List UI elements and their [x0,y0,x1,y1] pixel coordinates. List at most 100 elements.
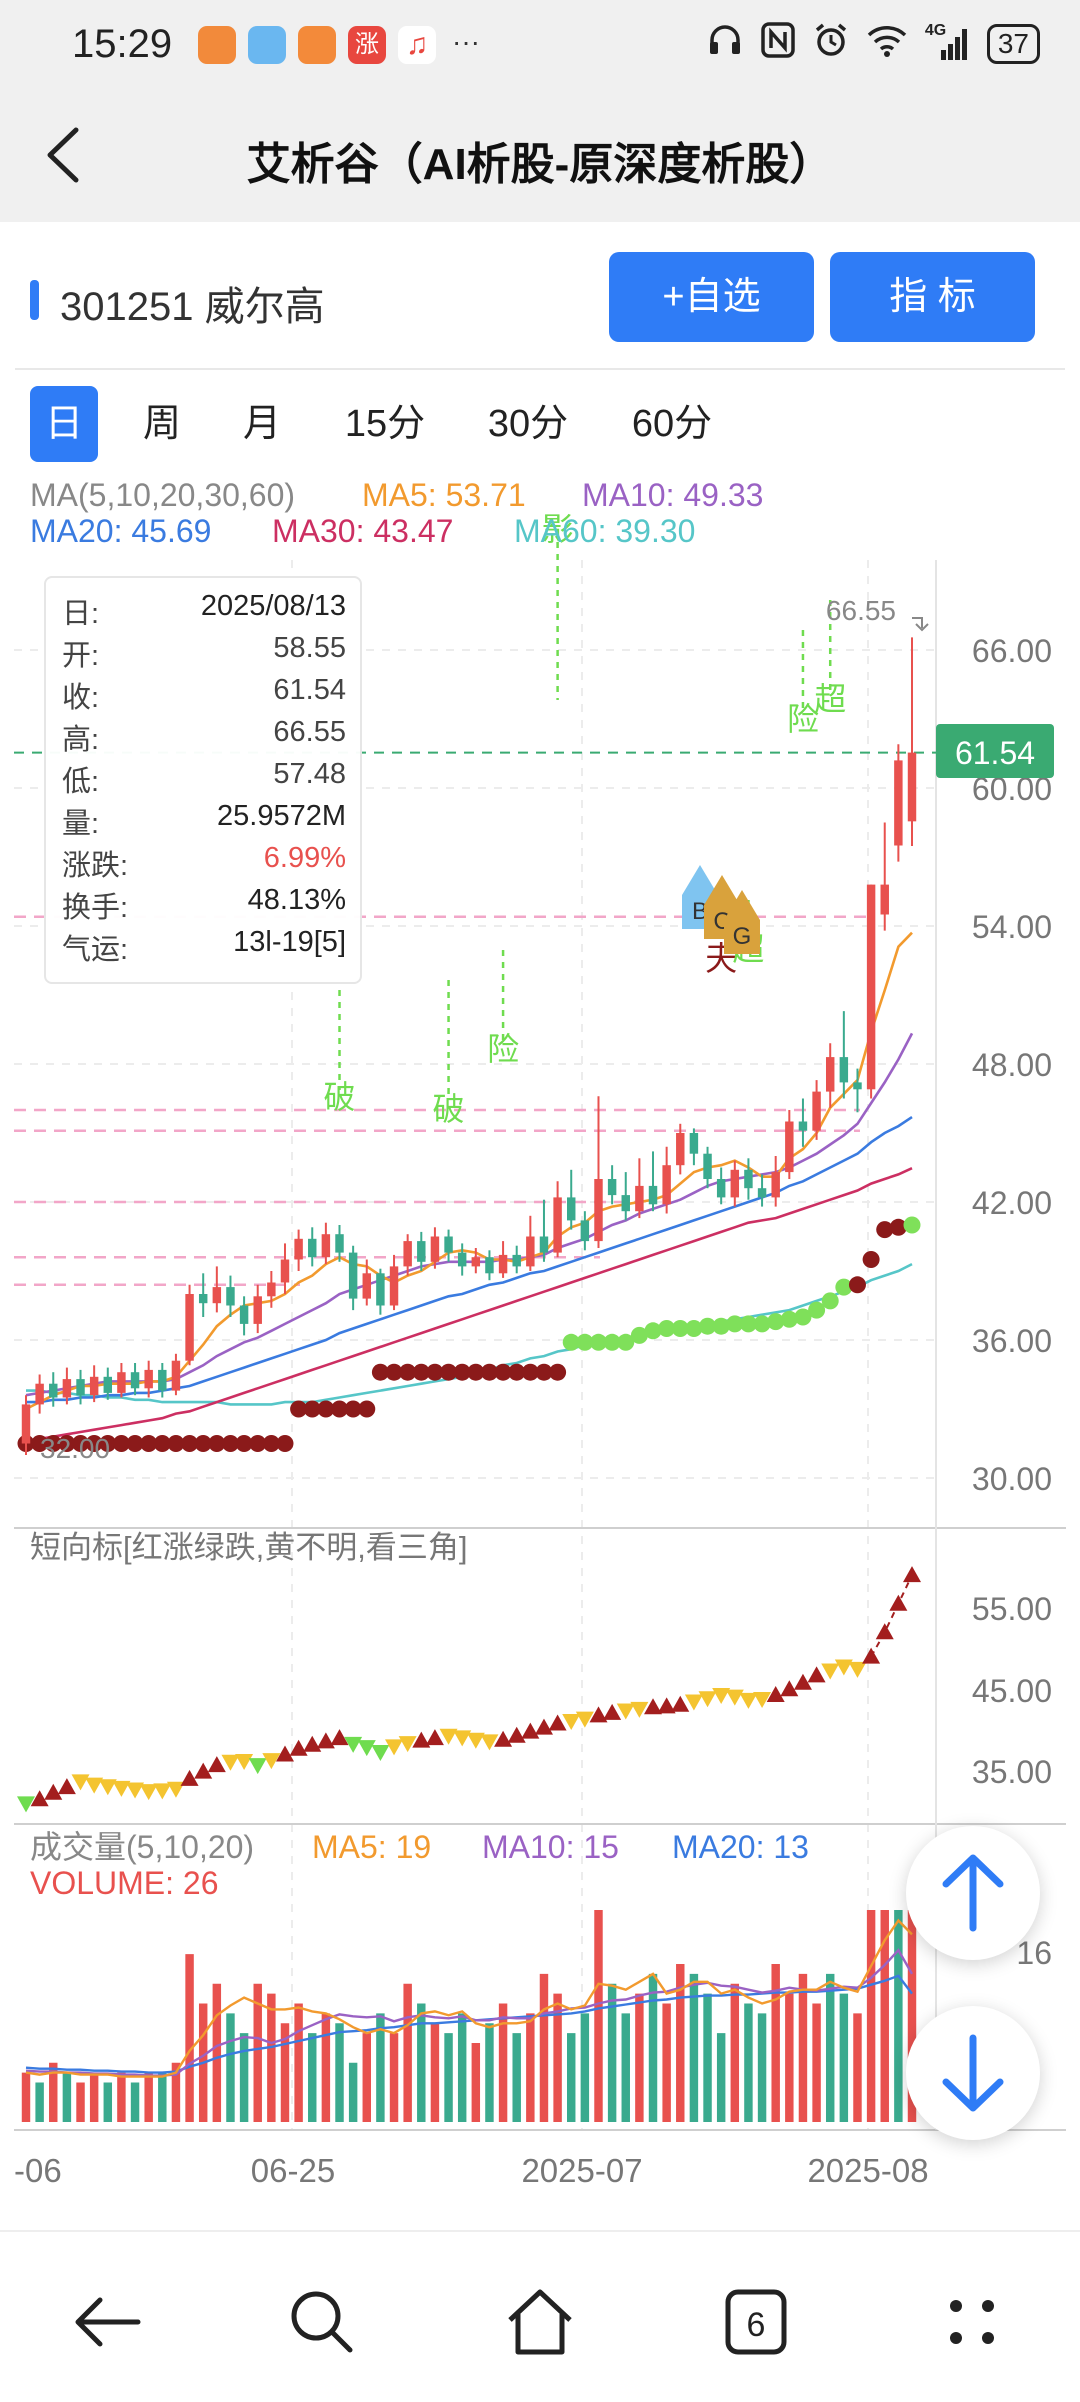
candle-body [485,1257,494,1274]
tab-30min[interactable]: 30分 [487,403,569,445]
battery-indicator: 37 [986,24,1040,64]
candle-body [635,1185,644,1212]
signal-label: 超 [814,680,846,718]
price-tick: 30.00 [972,1461,1052,1497]
add-watchlist-button[interactable]: +自选 [609,252,814,342]
indicator-triangle [644,1698,663,1715]
date-tick: 2025-07 [521,2152,642,2189]
chevron-left-icon [47,127,79,183]
trend-dot [739,1315,757,1333]
candle-body [62,1379,72,1398]
trend-dot [85,1435,103,1452]
trend-dot [126,1435,144,1452]
indicator-button[interactable]: 指 标 [830,252,1035,342]
trend-dot [331,1400,349,1418]
notification-video-icon [298,26,336,64]
indicator-triangle [725,1689,744,1706]
date-tick: -06 [14,2152,62,2189]
trend-dot [658,1320,676,1337]
candle-body [730,1169,740,1198]
volume-bar [498,2003,508,2122]
page-title: 艾析谷（AI析股-原深度析股） [246,140,834,189]
indicator-triangle [221,1754,240,1771]
trend-dot [358,1400,376,1418]
tabs-button[interactable]: 6 [716,2282,796,2362]
alarm-icon [813,22,849,66]
trend-dot [371,1363,389,1381]
trend-dot [31,1435,49,1452]
trend-dot [221,1435,239,1452]
volume-bar [730,1983,740,2122]
volume-bar [171,2062,181,2122]
browser-back-button[interactable] [68,2282,148,2362]
trend-dot [99,1435,117,1452]
search-button[interactable] [282,2282,362,2362]
trend-dot [699,1317,717,1335]
indicator-triangle [126,1782,145,1799]
candle-body [321,1234,331,1258]
candle-body [267,1282,276,1297]
candle-body [744,1169,753,1189]
tab-60min[interactable]: 60分 [631,403,713,445]
candle-body [771,1172,780,1198]
indicator-triangle [603,1703,622,1720]
indicator-triangle [303,1735,322,1752]
trend-dot [290,1400,308,1418]
trend-dot [412,1363,430,1381]
trend-dot [167,1435,185,1452]
ma-legend-label: MA(5,10,20,30,60) [30,477,295,513]
volume-bar [853,2013,862,2122]
indicator-triangle [494,1730,513,1747]
home-button[interactable] [500,2282,580,2362]
candle-body [621,1195,630,1212]
tab-15min[interactable]: 15分 [344,403,426,445]
indicator-triangle [507,1726,526,1743]
ma5-line [25,931,913,1411]
back-button[interactable] [34,120,94,190]
tab-day[interactable]: 日 [30,386,98,462]
tab-week[interactable]: 周 [142,403,181,445]
status-right: 4G 37 [707,22,1040,66]
scroll-down-button[interactable] [906,2006,1040,2140]
volume-bar [267,1993,276,2122]
indicator-triangle [194,1762,213,1779]
volume-bar [335,2023,344,2122]
volume-bar [676,1964,685,2122]
chart-area[interactable]: 影险破破天超险超BCG MA(5,10,20,30,60) MA5: 53.71… [0,470,1080,2210]
indicator-triangle [903,1566,921,1583]
kline-chart[interactable]: 影险破破天超险超BCG MA(5,10,20,30,60) MA5: 53.71… [0,470,1080,2210]
ohlc-info-box: 日: 2025/08/13 开: 58.55 收: 61.54 高: 66.55 低: 5… [44,576,362,984]
indicator-triangle [684,1694,703,1711]
candle-body [880,884,889,915]
candle-body [567,1197,576,1221]
vol-ma5-line [25,1918,913,2078]
tab-month[interactable]: 月 [242,403,281,445]
indicator-triangle [17,1796,35,1813]
wifi-icon [867,23,907,65]
trend-dot [712,1317,730,1335]
trend-dot [58,1435,76,1452]
volume-bar [907,1910,917,2122]
scroll-up-button[interactable] [906,1826,1040,1960]
indicator-triangle [344,1736,363,1753]
tag-marker [724,890,760,954]
volume-bar [348,2062,358,2122]
candle-body [703,1153,712,1179]
status-time: 15:29 [72,22,173,66]
menu-button[interactable] [932,2282,1012,2362]
volume-bar [280,2023,290,2122]
trend-dot [153,1435,171,1452]
trend-dot [589,1333,607,1351]
volume-bar [485,2023,494,2122]
low-price-label: 32.00 [40,1433,110,1464]
volume-bar [212,1983,222,2122]
ma20-legend: MA20: 45.69 [30,513,211,549]
volume-bar [226,2013,235,2122]
volume-bar [567,2033,576,2122]
notification-weather-icon [248,26,286,64]
volume-bar [539,1973,549,2122]
indicator-triangle [57,1778,76,1795]
indicator-triangle [207,1756,226,1773]
indicator-triangle [875,1623,894,1640]
nav-bar: 艾析谷（AI析股-原深度析股） [0,90,1080,222]
